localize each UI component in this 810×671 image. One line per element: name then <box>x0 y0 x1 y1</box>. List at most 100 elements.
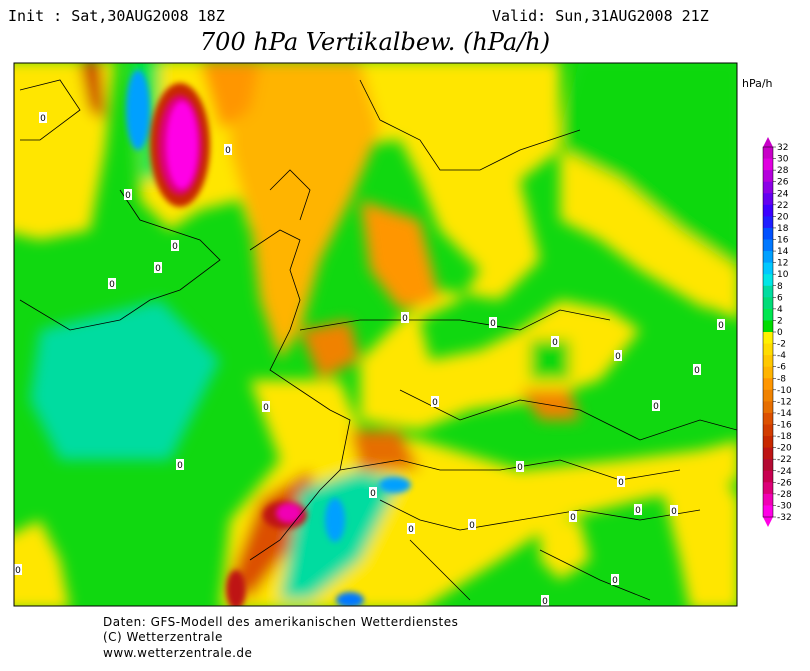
legend-label: -6 <box>777 363 786 373</box>
contour-label: 0 <box>432 398 438 408</box>
legend-swatch <box>763 320 773 333</box>
contour-label: 0 <box>402 314 408 324</box>
contour-label-box <box>154 262 162 273</box>
legend-swatch <box>763 193 773 206</box>
legend-label: -32 <box>777 513 792 523</box>
contour-label-box <box>401 312 409 323</box>
legend-label: -12 <box>777 397 792 407</box>
legend-swatch <box>763 227 773 240</box>
contour-label: 0 <box>155 264 161 274</box>
legend-swatch <box>763 204 773 217</box>
legend-swatch <box>763 251 773 264</box>
legend-unit: hPa/h <box>742 77 773 90</box>
contour-label: 0 <box>570 513 576 523</box>
contour-label-box <box>262 401 270 412</box>
legend-label: 20 <box>777 212 789 222</box>
legend-swatch <box>763 274 773 287</box>
contour-label-box <box>611 574 619 585</box>
contour-label: 0 <box>125 191 131 201</box>
legend-label: 12 <box>777 259 788 269</box>
contour-label: 0 <box>109 280 115 290</box>
legend-label: 16 <box>777 236 789 246</box>
legend-label: 2 <box>777 316 783 326</box>
legend-cap <box>763 517 773 527</box>
contour-label: 0 <box>718 321 724 331</box>
legend-swatch <box>763 389 773 402</box>
legend-label: 14 <box>777 247 789 257</box>
contour-label: 0 <box>542 597 548 607</box>
legend-swatch <box>763 493 773 506</box>
map-title: 700 hPa Vertikalbew. (hPa/h) <box>200 28 550 56</box>
contour-label: 0 <box>552 338 558 348</box>
legend-swatch <box>763 412 773 425</box>
legend-swatch <box>763 262 773 275</box>
contour-label: 0 <box>370 489 376 499</box>
contour-label-box <box>614 350 622 361</box>
contour-label: 0 <box>615 352 621 362</box>
map-frame <box>13 62 738 607</box>
legend-swatch <box>763 308 773 321</box>
legend-label: 28 <box>777 166 789 176</box>
legend-label: -28 <box>777 490 792 500</box>
legend-label: -4 <box>777 351 786 361</box>
contour-label-box <box>431 396 439 407</box>
contour-label: 0 <box>653 402 659 412</box>
contour-label-box <box>171 240 179 251</box>
legend-swatch <box>763 424 773 437</box>
legend-label: 10 <box>777 270 789 280</box>
contour-label: 0 <box>408 525 414 535</box>
legend-swatch <box>763 343 773 356</box>
contour-label-box <box>407 523 415 534</box>
contour-label-box <box>634 504 642 515</box>
legend-swatch <box>763 378 773 391</box>
contour-label-box <box>652 400 660 411</box>
legend-swatch <box>763 147 773 160</box>
contour-label: 0 <box>172 242 178 252</box>
footer-line: Daten: GFS-Modell des amerikanischen Wet… <box>103 615 458 629</box>
contour-label: 0 <box>469 521 475 531</box>
contour-label: 0 <box>612 576 618 586</box>
legend-swatch <box>763 332 773 345</box>
legend-label: 0 <box>777 328 783 338</box>
contour-label-box <box>617 476 625 487</box>
legend-swatch <box>763 355 773 368</box>
contour-label-box <box>670 505 678 516</box>
contour-label: 0 <box>40 114 46 124</box>
contour-label-box <box>39 112 47 123</box>
legend-label: -24 <box>777 467 792 477</box>
contour-label: 0 <box>517 463 523 473</box>
valid-time: Valid: Sun,31AUG2008 21Z <box>492 7 709 25</box>
legend-label: -30 <box>777 501 792 511</box>
legend-swatch <box>763 158 773 171</box>
legend-label: 26 <box>777 178 789 188</box>
legend-swatch <box>763 482 773 495</box>
legend-swatch <box>763 285 773 298</box>
legend-cap <box>763 137 773 147</box>
legend-label: -2 <box>777 340 786 350</box>
contour-label: 0 <box>671 507 677 517</box>
legend-swatch <box>763 470 773 483</box>
contour-label: 0 <box>263 403 269 413</box>
contour-label-box <box>489 317 497 328</box>
legend-swatch <box>763 216 773 229</box>
legend-swatch <box>763 239 773 252</box>
contour-label-box <box>693 364 701 375</box>
legend-label: 30 <box>777 155 789 165</box>
contour-label-box <box>124 189 132 200</box>
footer-line: (C) Wetterzentrale <box>103 630 223 644</box>
contour-label: 0 <box>177 461 183 471</box>
legend-label: 18 <box>777 224 789 234</box>
contour-label-box <box>14 564 22 575</box>
contour-label-box <box>224 144 232 155</box>
legend-swatch <box>763 181 773 194</box>
legend-swatch <box>763 436 773 449</box>
contour-label-box <box>176 459 184 470</box>
legend-swatch <box>763 505 773 518</box>
legend-label: -18 <box>777 432 792 442</box>
legend-swatch <box>763 366 773 379</box>
contour-label: 0 <box>15 566 21 576</box>
contour-label: 0 <box>225 146 231 156</box>
contour-label: 0 <box>694 366 700 376</box>
contour-label-box <box>468 519 476 530</box>
